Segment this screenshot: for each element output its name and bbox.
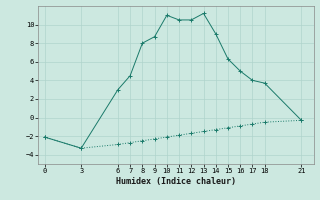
X-axis label: Humidex (Indice chaleur): Humidex (Indice chaleur) xyxy=(116,177,236,186)
